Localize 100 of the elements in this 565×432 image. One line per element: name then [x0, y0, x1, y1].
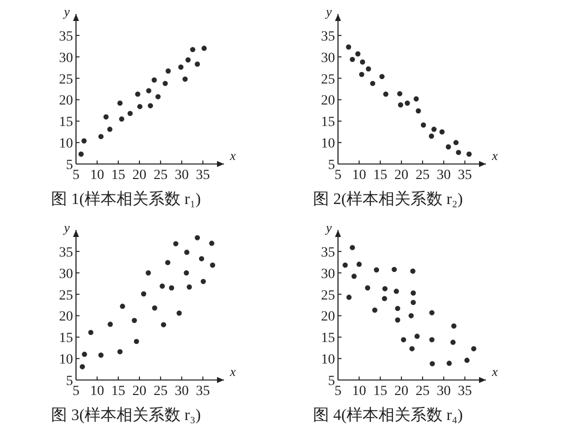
point — [416, 108, 421, 114]
y-tick-label: 10 — [321, 352, 335, 368]
x-tick-label: 10 — [90, 384, 104, 399]
x-tick-label: 25 — [416, 168, 430, 183]
point — [397, 91, 402, 96]
y-tick-label: 35 — [321, 29, 335, 44]
y-axis-title: y — [62, 220, 70, 235]
text: 图 4(样本相关系数 r₄) — [313, 406, 463, 424]
point — [346, 294, 352, 300]
y-tick-label: 5 — [328, 158, 335, 173]
point — [185, 57, 191, 62]
point — [134, 338, 140, 344]
x-axis-title: x — [229, 148, 236, 163]
y-tick-label: 10 — [321, 136, 335, 152]
point — [350, 56, 355, 62]
point — [103, 114, 109, 120]
y-axis-title: y — [324, 4, 332, 19]
point — [155, 94, 161, 100]
point — [382, 296, 388, 302]
point — [383, 92, 388, 97]
point — [178, 64, 184, 70]
point — [429, 310, 434, 316]
y-tick-label: 20 — [59, 94, 73, 109]
point — [184, 270, 189, 276]
y-tick-label: 15 — [59, 115, 73, 130]
point — [453, 140, 459, 146]
y-tick-label: 10 — [59, 136, 73, 152]
point — [382, 286, 388, 292]
point — [160, 322, 166, 328]
point — [210, 262, 216, 268]
point — [173, 241, 178, 246]
point — [209, 240, 214, 246]
y-tick-label: 5 — [66, 374, 73, 389]
x-tick-label: 25 — [154, 168, 168, 183]
y-tick-label: 30 — [59, 50, 73, 66]
point — [98, 352, 104, 358]
point — [356, 262, 362, 267]
x-tick-label: 35 — [458, 168, 472, 183]
point — [404, 100, 410, 106]
y-axis-title: y — [62, 4, 70, 19]
x-tick-label: 15 — [373, 168, 388, 183]
x-tick-label: 35 — [196, 168, 210, 183]
point — [194, 62, 200, 67]
point — [117, 100, 123, 106]
point — [395, 317, 400, 323]
point — [446, 360, 452, 366]
point — [410, 268, 416, 274]
point — [176, 310, 182, 316]
y-tick-label: 15 — [321, 331, 335, 346]
x-axis-title: x — [491, 148, 498, 163]
point — [117, 349, 123, 354]
point — [152, 305, 158, 311]
point — [439, 129, 445, 134]
y-tick-label: 20 — [59, 310, 73, 325]
point — [148, 103, 154, 108]
point — [146, 88, 152, 94]
point — [182, 76, 188, 82]
point — [342, 262, 348, 268]
point — [82, 352, 88, 357]
point — [392, 266, 397, 272]
text: 图 3(样本相关系数 r₃) — [51, 406, 201, 424]
point — [108, 322, 113, 327]
point — [410, 300, 416, 306]
point — [410, 290, 416, 296]
x-tick-label: 25 — [154, 384, 168, 399]
point — [128, 110, 133, 116]
point — [359, 72, 364, 78]
y-tick-label: 25 — [321, 72, 335, 88]
x-tick-label: 10 — [90, 168, 104, 183]
point — [162, 80, 168, 86]
point — [194, 235, 200, 240]
y-tick-label: 25 — [321, 288, 335, 304]
x-axis-title: x — [229, 364, 236, 379]
point — [420, 122, 426, 128]
text: 图 2(样本相关系数 r₂) — [313, 190, 463, 208]
x-tick-label: 20 — [132, 384, 146, 399]
point — [202, 46, 207, 51]
x-tick-label: 30 — [174, 384, 189, 399]
point — [137, 104, 142, 110]
y-tick-label: 20 — [321, 94, 335, 109]
y-tick-label: 30 — [59, 266, 73, 282]
point — [395, 306, 400, 312]
x-tick-label: 30 — [436, 168, 451, 183]
point — [414, 96, 419, 102]
x-tick-label: 15 — [111, 384, 126, 399]
point — [146, 270, 151, 276]
point — [355, 51, 360, 56]
x-tick-label: 25 — [416, 384, 430, 399]
x-tick-label: 35 — [196, 384, 210, 399]
point — [190, 46, 196, 52]
point — [141, 291, 146, 296]
x-tick-label: 30 — [436, 384, 451, 399]
y-tick-label: 15 — [59, 331, 73, 346]
point — [350, 244, 355, 250]
point — [152, 77, 157, 83]
x-tick-label: 30 — [174, 168, 189, 183]
x-tick-label: 20 — [394, 168, 408, 183]
point — [88, 330, 94, 336]
point — [186, 284, 192, 290]
point — [456, 150, 462, 156]
